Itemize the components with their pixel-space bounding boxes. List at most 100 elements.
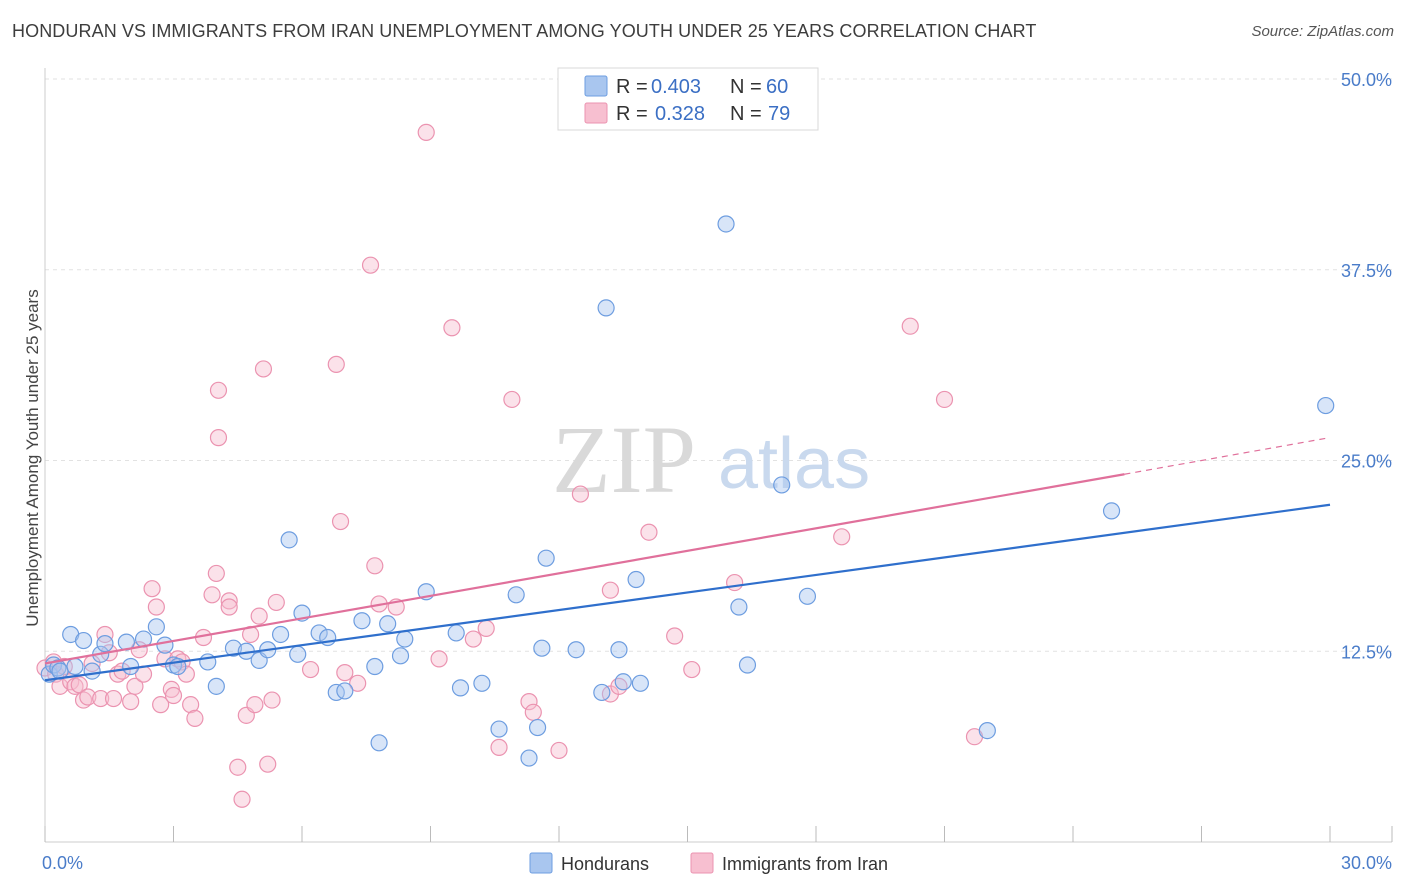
hondurans-point-49	[593, 683, 611, 702]
hondurans-point-30	[336, 682, 354, 700]
iran-point-72	[640, 523, 658, 541]
hondurans-point-33	[370, 734, 388, 752]
bottom-legend-label-iran: Immigrants from Iran	[722, 854, 888, 874]
trend-line-iran	[44, 473, 1125, 665]
hondurans-point-32	[366, 657, 384, 676]
watermark-atlas: atlas	[718, 424, 870, 504]
hondurans-point-46	[537, 549, 555, 567]
iran-point-40	[233, 790, 251, 808]
iran-point-61	[464, 630, 482, 648]
hondurans-point-7	[83, 662, 101, 680]
iran-point-17	[122, 693, 140, 711]
iran-point-50	[327, 355, 345, 373]
iran-point-11	[92, 689, 110, 708]
hondurans-point-47	[567, 641, 585, 659]
iran-point-23	[152, 696, 170, 714]
gridlines	[45, 78, 1392, 652]
iran-point-44	[250, 607, 268, 625]
iran-point-35	[209, 381, 228, 399]
series-hondurans-points	[40, 215, 1335, 767]
iran-point-60	[443, 319, 461, 337]
iran-point-52	[336, 664, 354, 682]
hondurans-point-54	[717, 215, 735, 233]
iran-point-43	[246, 696, 264, 714]
iran-point-78	[935, 390, 954, 409]
hondurans-point-45	[533, 639, 551, 657]
legend-swatch-iran	[584, 102, 608, 124]
legend-n-value-1: 60	[766, 76, 788, 98]
tick-labels: 12.5% 25.0% 37.5% 50.0% 0.0% 30.0%	[42, 70, 1392, 873]
iran-point-38	[220, 598, 238, 616]
hondurans-point-25	[289, 645, 307, 663]
hondurans-point-40	[473, 674, 491, 692]
iran-point-45	[254, 360, 273, 378]
hondurans-point-27	[310, 624, 328, 642]
iran-point-58	[417, 123, 435, 142]
hondurans-point-61	[1317, 396, 1335, 415]
hondurans-point-18	[207, 677, 225, 695]
legend-r-value-2: 0.328	[655, 103, 705, 125]
hondurans-point-48	[597, 299, 615, 317]
legend-r-label-2: R =	[616, 103, 648, 125]
hondurans-point-41	[490, 720, 508, 738]
hondurans-point-38	[447, 624, 465, 642]
iran-point-53	[349, 674, 367, 692]
iran-point-64	[503, 390, 521, 409]
legend: R = 0.403 N = 60 R = 0.328 N = 79	[557, 67, 819, 131]
hondurans-point-6	[74, 631, 93, 650]
hondurans-point-36	[396, 630, 414, 648]
hondurans-point-50	[610, 641, 628, 659]
y-tick-label-1: 25.0%	[1341, 452, 1392, 472]
hondurans-point-59	[978, 722, 996, 740]
hondurans-point-56	[738, 656, 757, 674]
trend-line-hondurans	[44, 503, 1331, 682]
iran-point-51	[331, 512, 350, 531]
y-tick-label-3: 50.0%	[1341, 70, 1392, 90]
hondurans-point-35	[391, 647, 410, 665]
legend-n-label-2: N =	[730, 103, 762, 125]
hondurans-point-42	[507, 586, 525, 604]
hondurans-point-29	[327, 683, 345, 702]
hondurans-point-57	[773, 476, 791, 494]
hondurans-point-19	[224, 639, 243, 657]
iran-point-30	[182, 696, 200, 714]
bottom-legend-label-hondurans: Hondurans	[561, 854, 649, 874]
x-tick-label-1: 30.0%	[1341, 853, 1392, 873]
y-tick-label-0: 12.5%	[1341, 642, 1392, 662]
hondurans-point-34	[379, 615, 397, 633]
iran-point-65	[520, 693, 538, 711]
hondurans-point-31	[353, 612, 371, 630]
hondurans-point-14	[156, 636, 174, 654]
hondurans-point-43	[520, 749, 538, 767]
iran-point-21	[143, 580, 161, 598]
iran-point-63	[490, 738, 508, 756]
series-iran-points	[36, 123, 984, 808]
iran-point-46	[259, 755, 277, 773]
trend-line-iran-extension	[1124, 437, 1331, 475]
hondurans-point-24	[280, 531, 298, 549]
iran-point-12	[96, 625, 114, 644]
hondurans-point-44	[528, 718, 547, 737]
bottom-legend: Hondurans Immigrants from Iran	[529, 852, 888, 874]
iran-point-18	[126, 677, 144, 695]
iran-point-62	[477, 619, 495, 637]
iran-point-36	[209, 429, 228, 447]
iran-point-70	[601, 581, 620, 599]
legend-swatch-hondurans	[584, 75, 608, 97]
iran-point-73	[666, 627, 684, 645]
hondurans-point-52	[631, 674, 649, 692]
iran-point-67	[550, 741, 568, 760]
iran-point-68	[571, 485, 590, 503]
y-axis-label: Unemployment Among Youth under 25 years	[23, 289, 42, 626]
iran-point-37	[220, 592, 238, 610]
hondurans-point-53	[627, 570, 645, 589]
hondurans-point-2	[49, 659, 67, 677]
legend-n-value-2: 79	[768, 103, 790, 125]
bottom-legend-swatch-hondurans	[529, 852, 553, 874]
hondurans-point-39	[451, 679, 470, 697]
iran-point-26	[164, 686, 183, 705]
iran-point-22	[147, 598, 165, 616]
iran-point-76	[833, 528, 851, 546]
hondurans-point-9	[96, 635, 114, 653]
